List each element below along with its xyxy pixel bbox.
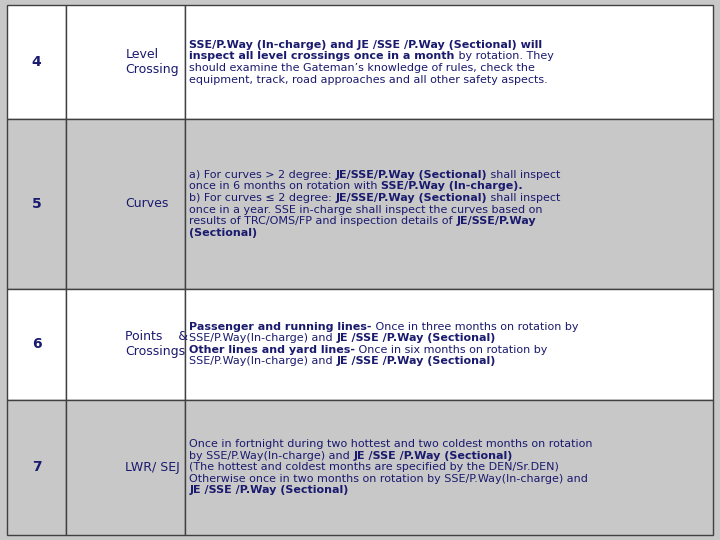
Text: JE /SSE /P.Way (Sectional): JE /SSE /P.Way (Sectional) bbox=[189, 485, 348, 495]
Bar bbox=[66, 288, 185, 400]
Bar bbox=[7, 288, 66, 400]
Text: Once in six months on rotation by: Once in six months on rotation by bbox=[356, 345, 548, 355]
Text: b) For curves ≤ 2 degree:: b) For curves ≤ 2 degree: bbox=[189, 193, 336, 203]
Text: JE /SSE /P.Way (Sectional): JE /SSE /P.Way (Sectional) bbox=[354, 450, 513, 461]
Text: Curves: Curves bbox=[125, 197, 168, 211]
Text: JE/SSE/P.Way (Sectional): JE/SSE/P.Way (Sectional) bbox=[336, 170, 487, 180]
Text: inspect all level crossings once in a month: inspect all level crossings once in a mo… bbox=[189, 51, 455, 62]
Bar bbox=[7, 119, 66, 288]
Text: Level
Crossing: Level Crossing bbox=[125, 48, 179, 76]
Text: Points    &
Crossings: Points & Crossings bbox=[125, 330, 189, 358]
Text: Passenger and running lines-: Passenger and running lines- bbox=[189, 322, 372, 332]
Text: JE /SSE /P.Way (Sectional): JE /SSE /P.Way (Sectional) bbox=[336, 333, 496, 343]
Text: SSE/P.Way (In-charge) and JE /SSE /P.Way (Sectional) will: SSE/P.Way (In-charge) and JE /SSE /P.Way… bbox=[189, 40, 542, 50]
Text: once in 6 months on rotation with: once in 6 months on rotation with bbox=[189, 181, 382, 192]
Text: 7: 7 bbox=[32, 460, 41, 474]
Text: Otherwise once in two months on rotation by SSE/P.Way(In-charge) and: Otherwise once in two months on rotation… bbox=[189, 474, 588, 484]
Text: JE/SSE/P.Way (Sectional): JE/SSE/P.Way (Sectional) bbox=[336, 193, 487, 203]
Text: a) For curves > 2 degree:: a) For curves > 2 degree: bbox=[189, 170, 336, 180]
Text: results of TRC/OMS/FP and inspection details of: results of TRC/OMS/FP and inspection det… bbox=[189, 216, 456, 226]
Bar bbox=[185, 5, 713, 119]
Text: once in a year. SSE in-charge shall inspect the curves based on: once in a year. SSE in-charge shall insp… bbox=[189, 205, 543, 215]
Bar bbox=[7, 5, 66, 119]
Text: by SSE/P.Way(In-charge) and: by SSE/P.Way(In-charge) and bbox=[189, 450, 354, 461]
Text: SSE/P.Way(In-charge) and: SSE/P.Way(In-charge) and bbox=[189, 333, 336, 343]
Text: JE/SSE/P.Way: JE/SSE/P.Way bbox=[456, 216, 536, 226]
Text: Once in fortnight during two hottest and two coldest months on rotation: Once in fortnight during two hottest and… bbox=[189, 439, 593, 449]
Text: shall inspect: shall inspect bbox=[487, 170, 560, 180]
Text: (The hottest and coldest months are specified by the DEN/Sr.DEN): (The hottest and coldest months are spec… bbox=[189, 462, 559, 472]
Text: Other lines and yard lines-: Other lines and yard lines- bbox=[189, 345, 356, 355]
Bar bbox=[66, 119, 185, 288]
Text: should examine the Gateman’s knowledge of rules, check the: should examine the Gateman’s knowledge o… bbox=[189, 63, 535, 73]
Text: 4: 4 bbox=[32, 55, 41, 69]
Bar bbox=[185, 400, 713, 535]
Text: SSE/P.Way (In-charge).: SSE/P.Way (In-charge). bbox=[382, 181, 523, 192]
Text: shall inspect: shall inspect bbox=[487, 193, 561, 203]
Text: by rotation. They: by rotation. They bbox=[455, 51, 554, 62]
Text: LWR/ SEJ: LWR/ SEJ bbox=[125, 461, 180, 474]
Bar bbox=[185, 119, 713, 288]
Text: equipment, track, road approaches and all other safety aspects.: equipment, track, road approaches and al… bbox=[189, 75, 548, 85]
Bar bbox=[7, 400, 66, 535]
Text: 5: 5 bbox=[32, 197, 41, 211]
Bar bbox=[66, 400, 185, 535]
Text: 6: 6 bbox=[32, 337, 41, 351]
Text: Once in three months on rotation by: Once in three months on rotation by bbox=[372, 322, 578, 332]
Text: SSE/P.Way(In-charge) and: SSE/P.Way(In-charge) and bbox=[189, 356, 336, 367]
Text: JE /SSE /P.Way (Sectional): JE /SSE /P.Way (Sectional) bbox=[336, 356, 496, 367]
Bar bbox=[185, 288, 713, 400]
Text: (Sectional): (Sectional) bbox=[189, 228, 258, 238]
Bar bbox=[66, 5, 185, 119]
